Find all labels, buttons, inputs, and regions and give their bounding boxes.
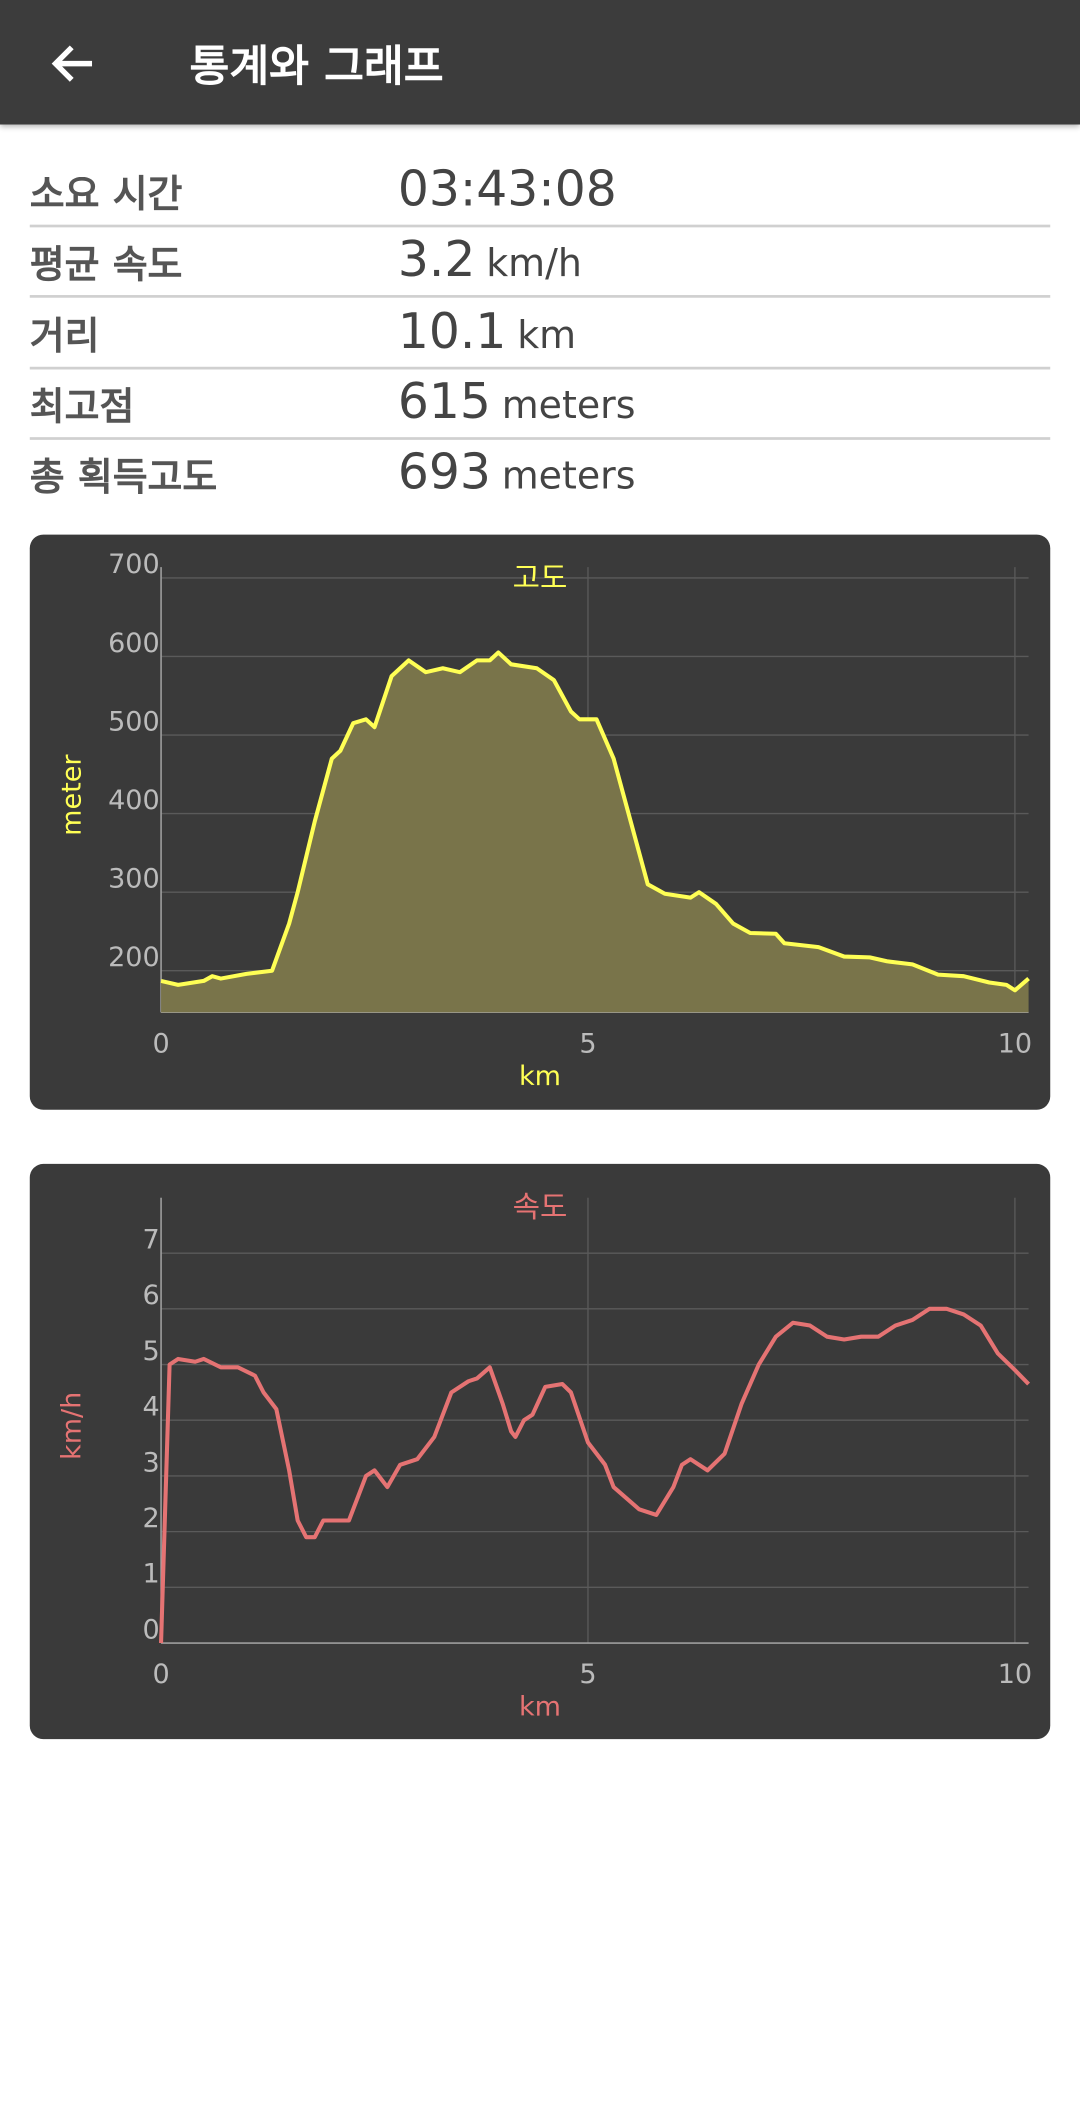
stat-label: 거리	[29, 313, 100, 359]
stat-row: 소요 시간 03:43:08	[29, 154, 1051, 228]
y-tick-label: 4	[142, 1392, 159, 1423]
stat-label: 총 획득고도	[29, 454, 218, 500]
y-axis-label: meter	[57, 754, 88, 836]
y-tick-label: 600	[108, 628, 160, 659]
stat-number: 3.2	[397, 233, 476, 289]
stat-value: 615 meters	[398, 375, 636, 430]
y-tick-label: 500	[108, 706, 160, 737]
stat-unit: meters	[501, 382, 636, 428]
stat-value: 10.1 km	[398, 304, 576, 359]
stat-number: 693	[397, 445, 491, 502]
x-tick-label: 10	[998, 1028, 1032, 1059]
stat-number: 10.1	[397, 303, 507, 360]
stat-number: 03:43:08	[397, 162, 617, 218]
x-axis-label: km	[519, 1061, 561, 1092]
back-button[interactable]	[46, 38, 100, 92]
x-tick-label: 5	[579, 1659, 596, 1690]
y-tick-label: 700	[108, 549, 160, 580]
chart-title: 속도	[513, 1190, 568, 1225]
stat-value: 693 meters	[398, 446, 636, 501]
y-tick-label: 7	[142, 1224, 159, 1255]
y-tick-label: 200	[108, 942, 160, 973]
y-tick-label: 2	[142, 1503, 159, 1534]
stat-label: 최고점	[29, 384, 135, 429]
stat-unit: km	[517, 312, 577, 357]
stat-number: 615	[397, 374, 491, 431]
data-line	[160, 650, 1030, 993]
y-axis-label: km/h	[57, 1392, 88, 1460]
y-tick-label: 3	[142, 1447, 159, 1478]
app-bar: 통계와 그래프	[0, 0, 1080, 125]
stat-label: 소요 시간	[29, 171, 183, 217]
chart-card	[29, 1163, 1051, 1740]
stat-value: 03:43:08	[398, 162, 617, 217]
stat-row: 총 획득고도 693 meters	[30, 437, 1050, 507]
stat-label: 평균 속도	[29, 242, 183, 288]
stat-row: 거리 10.1 km	[29, 296, 1051, 369]
stat-unit: meters	[501, 453, 636, 499]
app-title: 통계와 그래프	[189, 40, 444, 93]
stat-row: 평균 속도 3.2 km/h	[29, 225, 1051, 299]
x-tick-label: 0	[152, 1028, 169, 1059]
x-tick-label: 0	[152, 1659, 169, 1690]
y-tick-label: 0	[142, 1614, 159, 1645]
area-fill	[161, 652, 1029, 1013]
x-axis-label: km	[519, 1691, 561, 1722]
y-tick-label: 6	[142, 1280, 159, 1311]
chart-title: 고도	[513, 561, 568, 596]
y-tick-label: 5	[142, 1336, 159, 1367]
y-tick-label: 400	[108, 785, 160, 816]
y-tick-label: 1	[142, 1559, 159, 1590]
x-tick-label: 10	[998, 1659, 1032, 1690]
stat-row: 최고점 615 meters	[29, 367, 1051, 440]
y-tick-label: 300	[108, 863, 160, 894]
stat-unit: km/h	[486, 241, 582, 286]
data-line	[159, 1306, 1031, 1644]
stat-value: 3.2 km/h	[398, 233, 582, 288]
x-tick-label: 5	[579, 1028, 596, 1059]
